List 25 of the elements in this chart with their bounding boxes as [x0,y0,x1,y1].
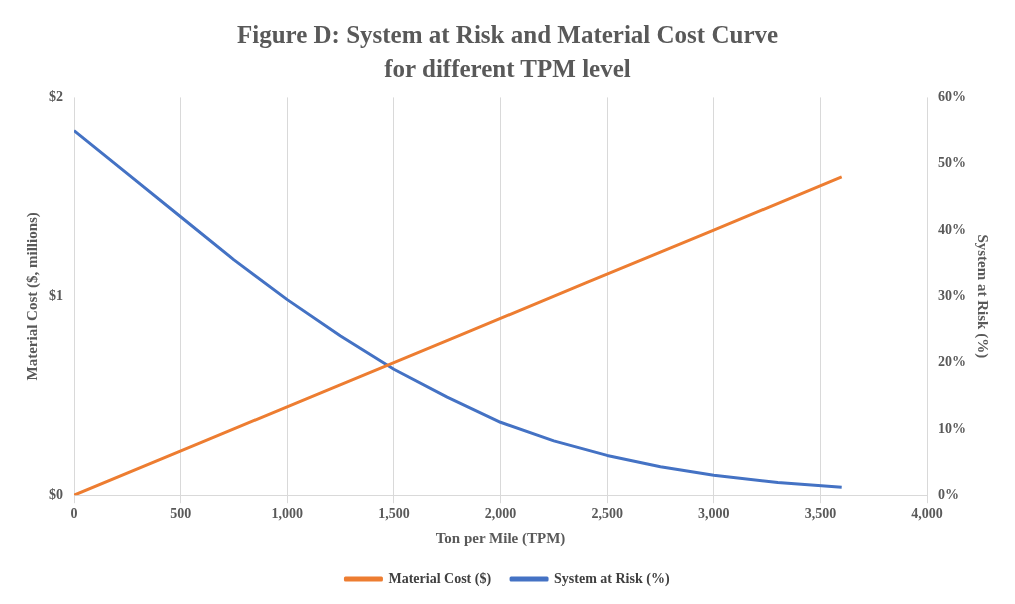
y-tick-label: $1 [49,287,63,303]
y2-tick-label: 20% [938,354,966,370]
x-tick-label: 1,000 [271,506,303,522]
y2-tick-label: 40% [938,221,966,237]
y2-axis-title: System at Risk (%) [974,234,992,359]
x-tick-label: 0 [70,506,78,522]
x-tick-label: 3,000 [698,506,730,522]
y2-tick-label: 60% [938,89,966,105]
y2-tick-label: 10% [938,420,966,436]
y-tick-label: $2 [49,89,63,105]
y2-tick-label: 0% [938,486,959,502]
x-axis-title: Ton per Mile (TPM) [435,529,566,547]
y-tick-label: $0 [49,486,63,502]
x-tick-label: 1,500 [378,506,410,522]
x-tick-label: 2,000 [484,506,517,522]
x-tick-label: 500 [170,506,192,522]
chart-title: Figure D: System at Risk and Material Cost Curve for different TPM level [235,20,780,84]
y2-tick-label: 30% [938,287,966,303]
legend-label: System at Risk (%) [554,570,670,587]
y-axis-title: Material Cost ($, millions) [23,212,41,381]
x-tick-label: 4,000 [911,506,943,522]
y2-tick-label: 50% [938,155,966,171]
x-tick-label: 3,500 [804,506,837,522]
legend-label: Material Cost ($) [388,570,492,587]
x-tick-label: 2,500 [591,506,623,522]
